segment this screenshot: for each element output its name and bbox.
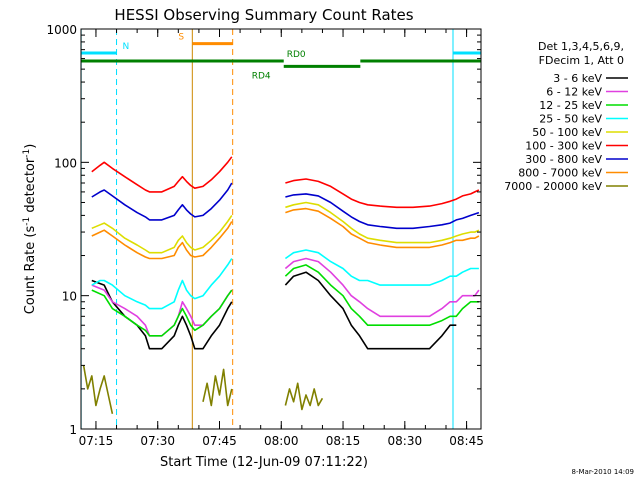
axes: 1 10 100 1000 07:15 07:30 07:45 08:00 08:15 08:30…	[46, 23, 483, 448]
y-tick-label: 1	[69, 423, 77, 437]
y-axis-label-part: Count Rate (s	[23, 226, 38, 315]
x-tick-label: 08:15	[326, 434, 361, 448]
legend-label-3: 25 - 50 keV	[539, 113, 602, 126]
y-axis-label-part: )	[23, 144, 38, 149]
plot-area: N S RD0 RD4	[80, 29, 482, 429]
legend-label-2: 12 - 25 keV	[539, 99, 602, 112]
legend-label-4: 50 - 100 keV	[532, 126, 602, 139]
y-axis-label-part: detector	[23, 157, 38, 217]
y-tick-label: 100	[54, 156, 77, 170]
series-line-5	[91, 156, 480, 209]
state-label-n: N	[123, 42, 130, 52]
legend-label-7: 800 - 7000 keV	[518, 167, 602, 180]
x-tick-label: 07:15	[79, 434, 114, 448]
y-tick-label: 10	[62, 290, 77, 304]
x-tick-label: 07:45	[202, 434, 237, 448]
legend-header-line-1: Det 1,3,4,5,6,9,	[538, 40, 624, 53]
series-line-4	[91, 201, 480, 254]
x-tick-label: 08:00	[264, 434, 299, 448]
series-line-3	[91, 249, 479, 310]
state-label-rd4: RD4	[252, 71, 271, 81]
x-tick-label: 08:30	[388, 434, 423, 448]
legend-label-1: 6 - 12 keV	[546, 86, 602, 99]
y-tick-label: 1000	[46, 23, 77, 37]
y-axis-label-part: -1	[22, 149, 32, 158]
series-line-6	[91, 182, 480, 230]
legend-label-0: 3 - 6 keV	[553, 72, 602, 85]
x-axis-label: Start Time (12-Jun-09 07:11:22)	[160, 455, 368, 470]
series-line-7	[91, 207, 480, 260]
legend-label-5: 100 - 300 keV	[525, 140, 602, 153]
legend-label-6: 300 - 800 keV	[525, 153, 602, 166]
footer-date: 8-Mar-2010 14:09	[572, 468, 634, 476]
x-tick-label: 07:30	[140, 434, 175, 448]
legend: Det 1,3,4,5,6,9, FDecim 1, Att 0 3 - 6 k…	[504, 40, 628, 193]
x-tick-label: 08:45	[449, 434, 484, 448]
y-axis-label-part: -1	[22, 217, 32, 226]
y-axis-label: Count Rate (s-1 detector-1)	[22, 144, 38, 315]
state-label-rd0: RD0	[287, 50, 306, 60]
state-label-s: S	[178, 33, 184, 43]
legend-header-line-2: FDecim 1, Att 0	[539, 54, 624, 67]
legend-label-8: 7000 - 20000 keV	[504, 180, 602, 193]
series-line-2	[91, 264, 479, 337]
chart-title: HESSI Observing Summary Count Rates	[114, 6, 413, 24]
